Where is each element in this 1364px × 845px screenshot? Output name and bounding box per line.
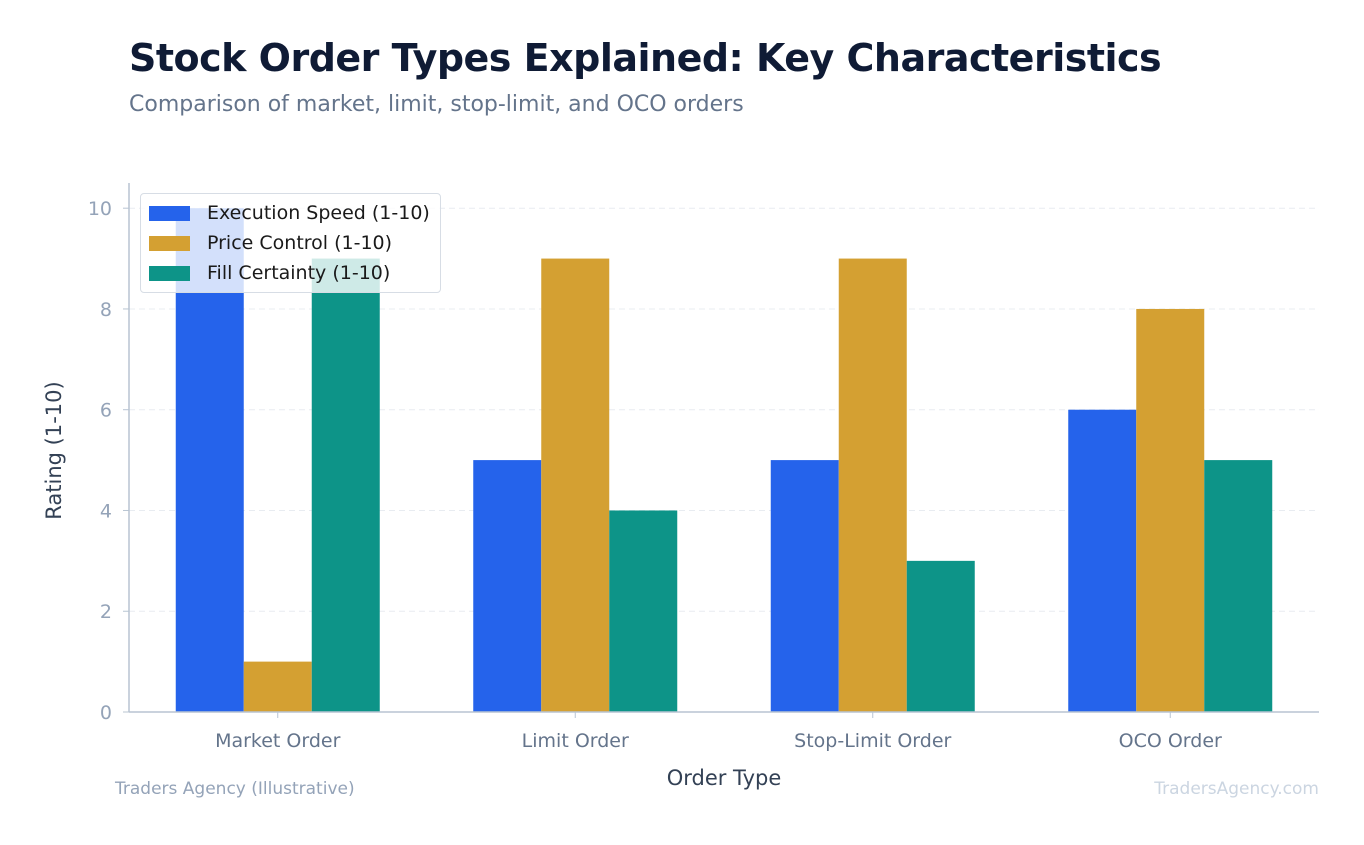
legend-swatch xyxy=(149,235,190,251)
chart-title: Stock Order Types Explained: Key Charact… xyxy=(129,36,1162,80)
bar-3-1 xyxy=(311,258,380,712)
y-tick-label: 10 xyxy=(88,198,112,220)
bar-2-4 xyxy=(1136,308,1205,712)
bar-2-1 xyxy=(243,661,312,712)
legend-label: Execution Speed (1-10) xyxy=(207,202,430,224)
y-tick-label: 6 xyxy=(100,400,112,422)
x-axis-title: Order Type xyxy=(667,766,782,790)
bar-1-4 xyxy=(1068,409,1137,712)
bars xyxy=(175,208,1273,712)
y-tick-label: 2 xyxy=(100,601,112,623)
y-tick-label: 0 xyxy=(100,702,112,724)
y-tick-label: 8 xyxy=(100,299,112,321)
bar-3-3 xyxy=(906,560,975,712)
bar-3-4 xyxy=(1204,460,1273,712)
chart-legend: Execution Speed (1-10) Price Control (1-1… xyxy=(140,193,441,293)
bar-3-2 xyxy=(609,510,678,712)
bar-1-2 xyxy=(473,460,542,712)
legend-item: Execution Speed (1-10) xyxy=(149,198,430,228)
legend-item: Fill Certainty (1-10) xyxy=(149,258,430,288)
bar-2-2 xyxy=(541,258,610,712)
legend-swatch xyxy=(149,265,190,281)
axes xyxy=(123,183,1319,718)
x-tick-label: OCO Order xyxy=(1119,730,1222,752)
x-tick-label: Limit Order xyxy=(522,730,629,752)
source-note: Traders Agency (Illustrative) xyxy=(115,779,355,799)
legend-item: Price Control (1-10) xyxy=(149,228,430,258)
bar-1-3 xyxy=(770,460,839,712)
x-tick-label: Market Order xyxy=(215,730,341,752)
axis-labels: 0 2 4 6 8 10 Market Order Limit Order Stop-Limit… xyxy=(42,198,1222,790)
watermark: TradersAgency.com xyxy=(1154,779,1319,799)
y-axis-title: Rating (1-10) xyxy=(42,381,66,519)
x-tick-label: Stop-Limit Order xyxy=(794,730,951,752)
bar-2-3 xyxy=(838,258,907,712)
chart-subtitle: Comparison of market, limit, stop-limit,… xyxy=(129,92,744,117)
y-tick-label: 4 xyxy=(100,500,112,522)
legend-swatch xyxy=(149,205,190,221)
legend-label: Fill Certainty (1-10) xyxy=(207,262,391,284)
legend-label: Price Control (1-10) xyxy=(207,232,393,254)
